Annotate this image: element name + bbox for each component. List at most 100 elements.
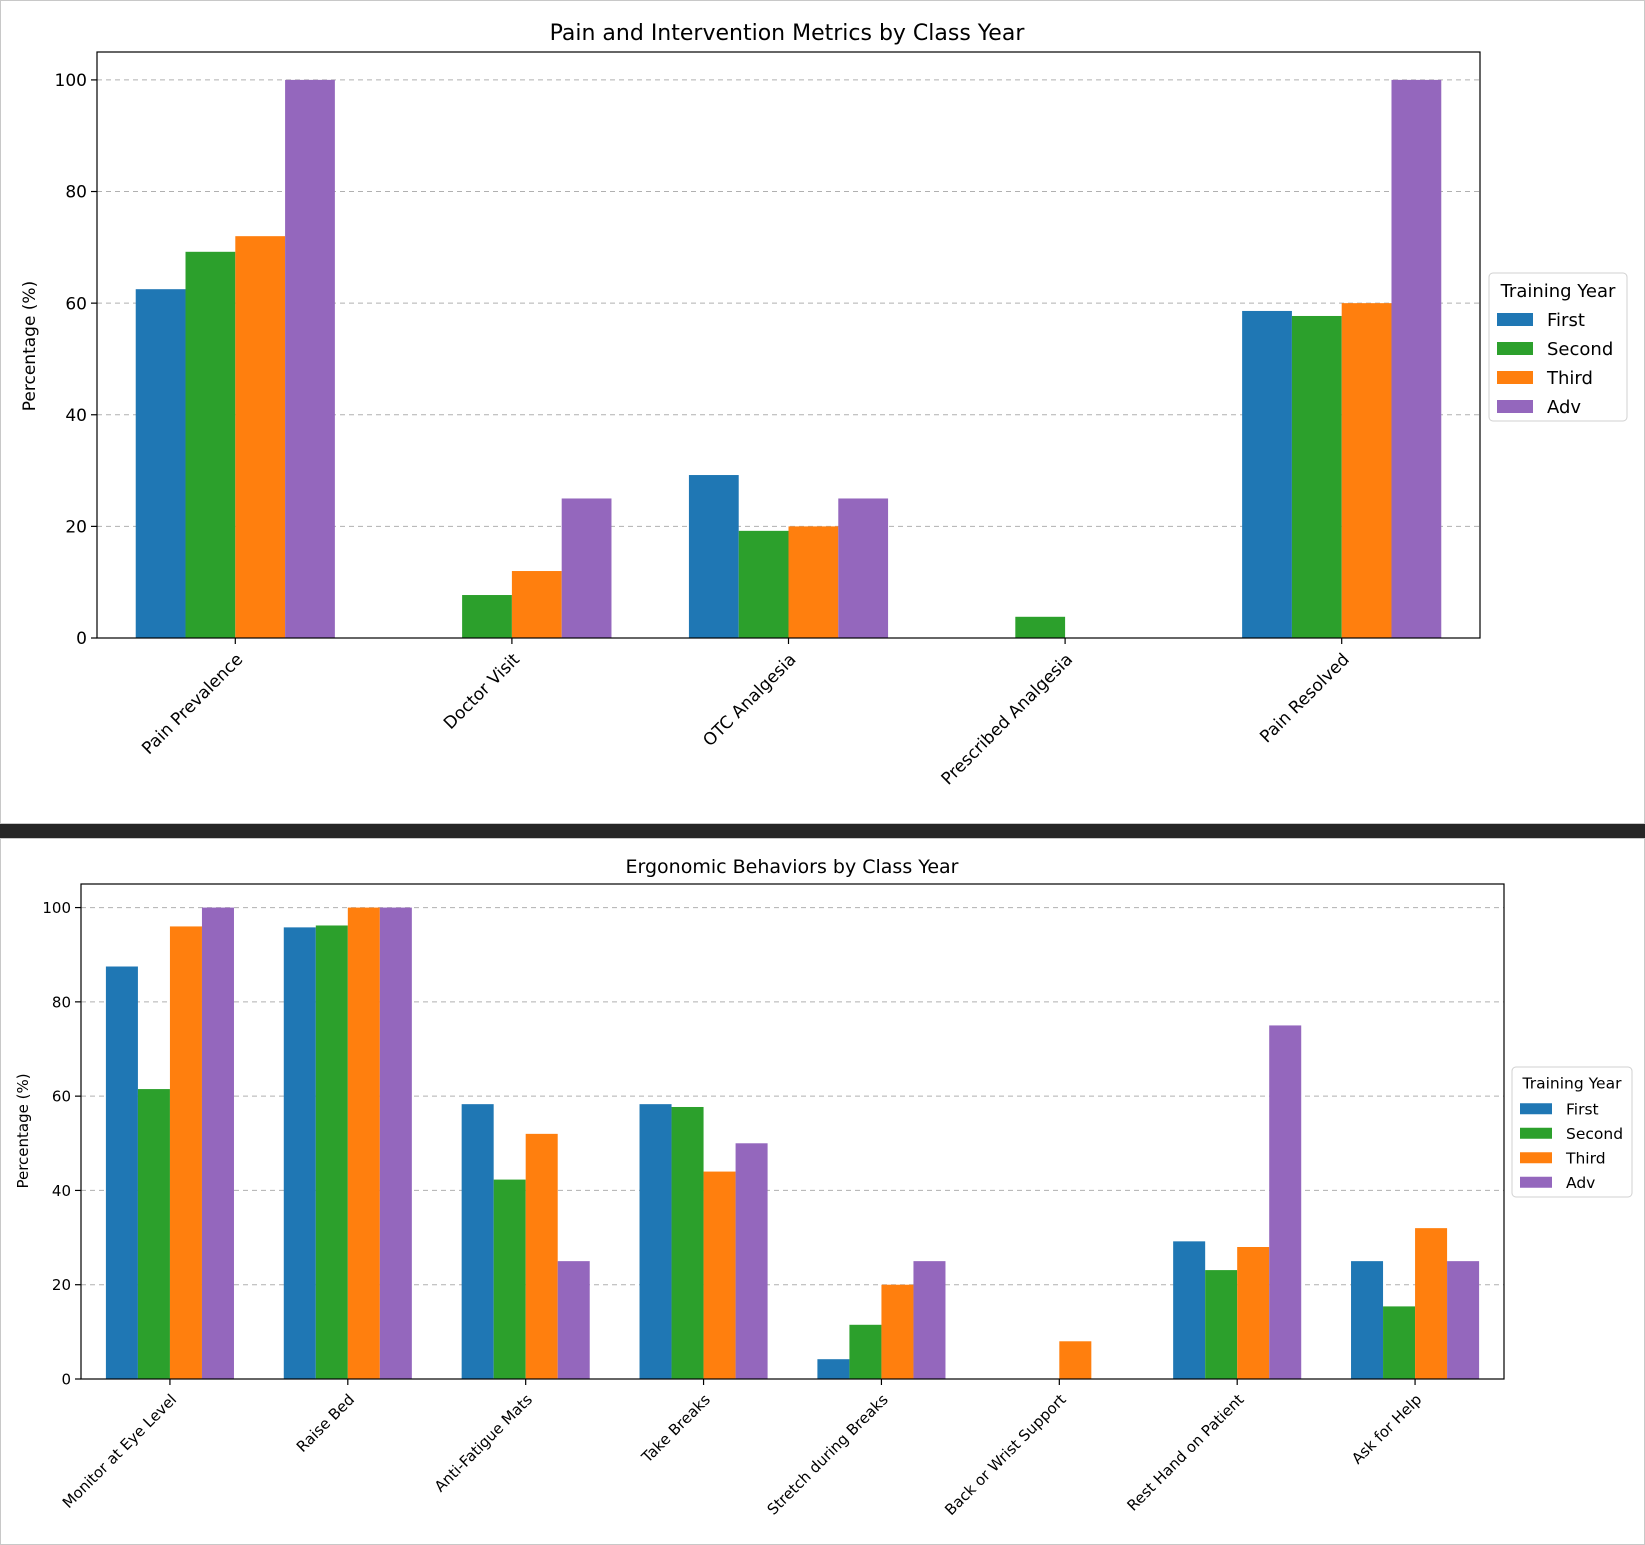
chart-title: Pain and Intervention Metrics by Class Y… (550, 21, 1026, 46)
legend-swatch-third (1520, 1152, 1552, 1164)
x-tick-label-prescribed-analgesia: Prescribed Analgesia (938, 650, 1077, 789)
bar-adv-otc-analgesia (838, 498, 889, 638)
y-axis-ticks: 0 20 40 60 80 100 (55, 71, 97, 649)
legend-label-first: First (1547, 310, 1585, 331)
bar-first-raise-bed (283, 927, 316, 1379)
bar-first-ask-for-help (1351, 1261, 1384, 1379)
y-tick-label: 100 (42, 899, 71, 917)
bar-first-rest-hand-on-patient (1173, 1241, 1206, 1379)
bar-third-raise-bed (347, 907, 380, 1379)
bar-second-prescribed-analgesia (1015, 616, 1066, 638)
legend-label-first: First (1566, 1100, 1599, 1118)
x-tick-label-monitor-at-eye-level: Monitor at Eye Level (59, 1391, 180, 1512)
bar-third-stretch-during-breaks (881, 1284, 914, 1379)
bar-second-otc-analgesia (738, 530, 789, 638)
legend-title: Training Year (1522, 1075, 1623, 1093)
x-axis-ticks: Monitor at Eye Level Raise Bed Anti-Fatigu… (59, 1379, 1425, 1519)
bar-first-monitor-at-eye-level (105, 966, 138, 1379)
legend-swatch-adv (1497, 400, 1533, 413)
x-tick-label-pain-resolved: Pain Resolved (1256, 650, 1353, 747)
y-tick-label: 80 (65, 183, 87, 203)
x-tick-label-doctor-visit: Doctor Visit (440, 650, 524, 734)
bar-third-take-breaks (703, 1171, 736, 1379)
bar-adv-take-breaks (735, 1143, 768, 1379)
bar-third-anti-fatigue-mats (525, 1133, 558, 1379)
top-chart-panel: Pain and Intervention Metrics by Class Y… (0, 0, 1645, 824)
x-axis-ticks: Pain Prevalence Doctor Visit OTC Analgesia… (138, 638, 1354, 789)
bar-second-pain-resolved (1291, 315, 1342, 638)
bar-adv-raise-bed (379, 907, 412, 1379)
bar-adv-doctor-visit (561, 498, 612, 638)
bar-first-otc-analgesia (688, 475, 739, 638)
bar-adv-ask-for-help (1447, 1261, 1480, 1379)
pain-metrics-chart: Pain and Intervention Metrics by Class Y… (20, 21, 1628, 789)
bar-second-anti-fatigue-mats (493, 1179, 526, 1379)
x-tick-label-stretch-during-breaks: Stretch during Breaks (764, 1390, 892, 1518)
bar-second-raise-bed (315, 925, 348, 1379)
ergonomic-behaviors-chart: Ergonomic Behaviors by Class Year Percen… (14, 856, 1633, 1519)
y-tick-label: 80 (52, 993, 71, 1011)
legend: Training Year First Second Third Adv (1511, 1066, 1633, 1198)
bar-adv-anti-fatigue-mats (557, 1261, 590, 1379)
x-tick-label-take-breaks: Take Breaks (637, 1390, 714, 1467)
bar-first-take-breaks (639, 1104, 672, 1379)
bar-adv-rest-hand-on-patient (1269, 1025, 1302, 1379)
bar-first-anti-fatigue-mats (461, 1104, 494, 1379)
legend-swatch-third (1497, 371, 1533, 384)
bar-first-stretch-during-breaks (817, 1359, 850, 1379)
bar-third-otc-analgesia (788, 526, 839, 638)
bar-second-ask-for-help (1383, 1306, 1416, 1379)
y-tick-label: 60 (65, 294, 87, 314)
bottom-chart-panel: Ergonomic Behaviors by Class Year Percen… (0, 838, 1645, 1545)
legend-swatch-second (1497, 342, 1533, 355)
x-tick-label-otc-analgesia: OTC Analgesia (699, 650, 800, 751)
legend-label-second: Second (1547, 339, 1613, 360)
legend-label-second: Second (1566, 1125, 1623, 1143)
bar-second-pain-prevalence (185, 251, 236, 638)
legend-box (1511, 1066, 1633, 1198)
x-tick-label-ask-for-help: Ask for Help (1348, 1391, 1425, 1468)
bar-adv-monitor-at-eye-level (201, 907, 234, 1379)
legend-swatch-first (1520, 1103, 1552, 1115)
y-tick-label: 40 (52, 1182, 71, 1200)
panel-divider (0, 824, 1645, 838)
x-tick-label-anti-fatigue-mats: Anti-Fatigue Mats (431, 1390, 536, 1495)
bar-second-doctor-visit (462, 595, 512, 638)
x-tick-label-raise-bed: Raise Bed (293, 1391, 358, 1456)
y-axis-label: Percentage (%) (20, 281, 40, 411)
bar-first-pain-resolved (1242, 310, 1292, 638)
bar-third-doctor-visit (511, 571, 562, 638)
y-axis-ticks: 0 20 40 60 80 100 (42, 899, 81, 1388)
y-axis-label: Percentage (%) (14, 1073, 32, 1188)
legend-swatch-adv (1520, 1176, 1552, 1188)
bar-third-back-or-wrist-support (1059, 1341, 1092, 1379)
legend-label-third: Third (1565, 1149, 1606, 1167)
bar-second-stretch-during-breaks (849, 1324, 882, 1379)
bar-second-take-breaks (671, 1106, 704, 1379)
bar-third-pain-resolved (1341, 303, 1392, 638)
legend-swatch-second (1520, 1127, 1552, 1139)
x-tick-label-pain-prevalence: Pain Prevalence (138, 650, 247, 759)
x-tick-label-rest-hand-on-patient: Rest Hand on Patient (1123, 1390, 1247, 1514)
legend-label-adv: Adv (1547, 397, 1581, 418)
bar-third-ask-for-help (1415, 1228, 1448, 1379)
y-tick-label: 20 (52, 1276, 71, 1294)
bars (135, 79, 1442, 638)
y-tick-label: 0 (61, 1370, 71, 1388)
bar-third-pain-prevalence (235, 236, 286, 638)
plot-frame (80, 883, 1505, 1380)
bar-first-pain-prevalence (135, 289, 186, 638)
y-tick-label: 100 (55, 71, 87, 91)
legend-label-adv: Adv (1566, 1174, 1595, 1192)
chart-title: Ergonomic Behaviors by Class Year (625, 856, 958, 878)
legend-label-third: Third (1546, 368, 1593, 389)
legend-title: Training Year (1500, 281, 1616, 302)
legend: Training Year First Second Third Adv (1488, 272, 1628, 422)
legend-swatch-first (1497, 313, 1533, 326)
bar-third-rest-hand-on-patient (1237, 1247, 1270, 1379)
y-tick-label: 0 (76, 629, 87, 649)
bar-second-monitor-at-eye-level (137, 1089, 170, 1379)
y-tick-label: 20 (65, 518, 87, 538)
bar-third-monitor-at-eye-level (169, 926, 202, 1379)
bar-adv-pain-resolved (1391, 79, 1442, 638)
